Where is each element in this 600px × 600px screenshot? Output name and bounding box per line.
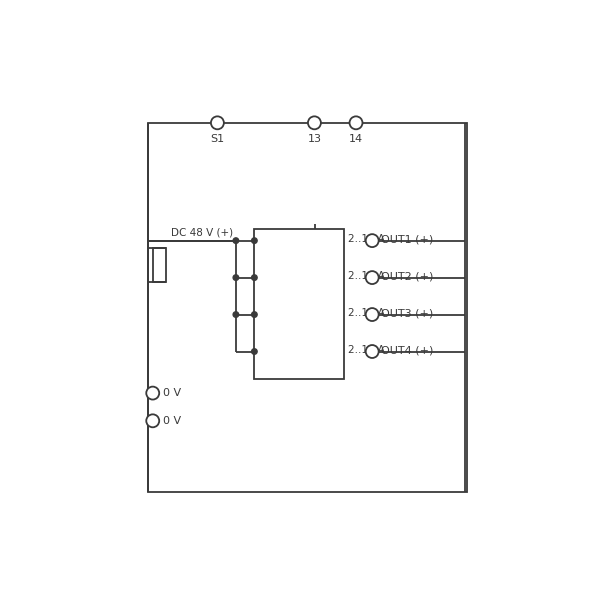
Bar — [254, 229, 344, 379]
Text: OUT2 (+): OUT2 (+) — [381, 272, 433, 281]
Circle shape — [146, 386, 159, 400]
Circle shape — [251, 312, 257, 317]
Text: OUT4 (+): OUT4 (+) — [381, 346, 433, 356]
Circle shape — [366, 308, 379, 321]
Text: 2..10 A: 2..10 A — [348, 271, 385, 281]
Circle shape — [233, 312, 239, 317]
Text: 14: 14 — [349, 134, 363, 144]
Bar — [148, 123, 467, 493]
Text: 0 V: 0 V — [163, 416, 181, 426]
Circle shape — [366, 271, 379, 284]
Text: 0 V: 0 V — [163, 388, 181, 398]
Text: S1: S1 — [211, 134, 224, 144]
Circle shape — [251, 238, 257, 244]
Text: 2..10 A: 2..10 A — [348, 344, 385, 355]
Text: 2..10 A: 2..10 A — [348, 234, 385, 244]
Circle shape — [251, 349, 257, 354]
Circle shape — [350, 116, 362, 129]
Bar — [153, 248, 166, 282]
Circle shape — [146, 415, 159, 427]
Circle shape — [366, 234, 379, 247]
Text: 2..10 A: 2..10 A — [348, 308, 385, 318]
Circle shape — [366, 345, 379, 358]
Text: DC 48 V (+): DC 48 V (+) — [172, 227, 233, 238]
Circle shape — [211, 116, 224, 129]
Circle shape — [233, 238, 239, 244]
Text: OUT3 (+): OUT3 (+) — [381, 308, 433, 319]
Text: 13: 13 — [307, 134, 322, 144]
Circle shape — [251, 275, 257, 280]
Circle shape — [233, 275, 239, 280]
Circle shape — [308, 116, 321, 129]
Text: OUT1 (+): OUT1 (+) — [381, 235, 433, 245]
